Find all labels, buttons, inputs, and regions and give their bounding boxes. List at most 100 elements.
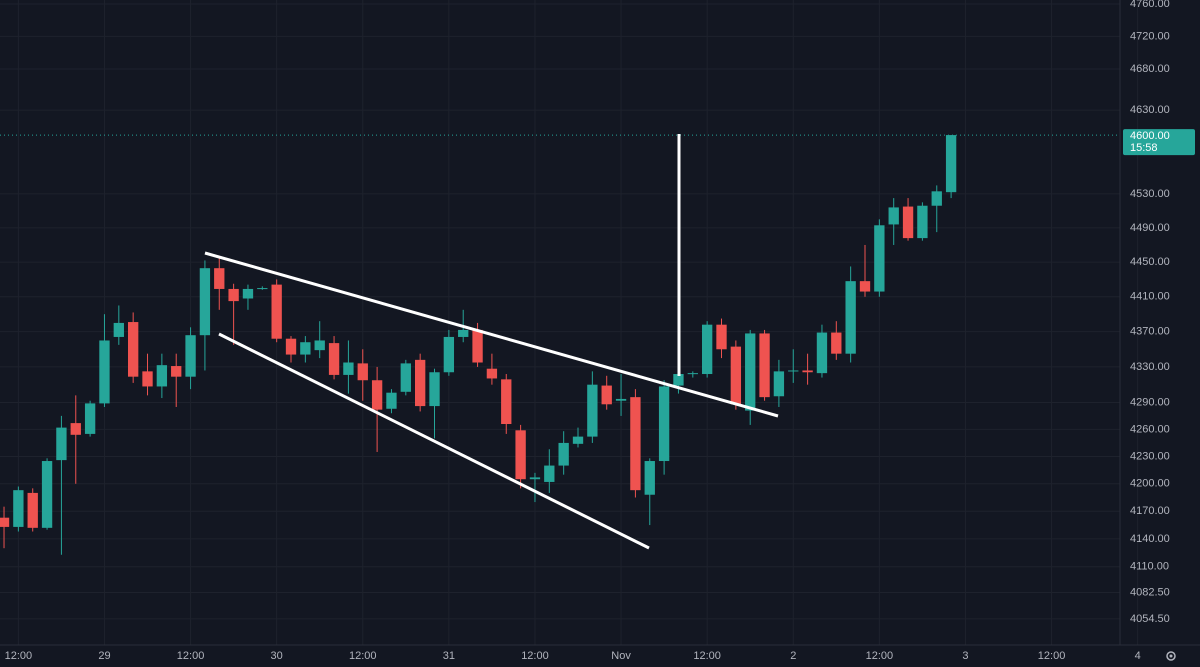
candle-body — [429, 372, 440, 407]
candle-body — [874, 225, 885, 292]
candle-body — [300, 342, 311, 355]
axes: 4760.00 4720.00 4680.00 4630.00 4530.00 4490.… — [5, 0, 1195, 662]
candle-body — [644, 461, 655, 495]
candle-body — [845, 281, 856, 354]
candle-body — [888, 207, 899, 225]
y-tick-label: 4530.00 — [1130, 188, 1170, 200]
candle-body — [214, 268, 225, 289]
candle-body — [285, 338, 297, 355]
candle-body — [113, 322, 124, 337]
candle-body — [99, 340, 110, 404]
candle-body — [400, 363, 411, 392]
candle-body — [357, 363, 368, 381]
trend-line — [218, 332, 650, 550]
candle-body — [41, 461, 53, 528]
candle-body — [128, 322, 139, 377]
y-tick-label: 4720.00 — [1130, 30, 1170, 42]
last-price-label: 4600.00 — [1130, 130, 1170, 142]
candle-body — [343, 362, 354, 375]
candle-body — [472, 329, 483, 363]
candle-body — [0, 517, 10, 527]
x-tick-label: 3 — [962, 650, 968, 662]
candle-body — [544, 465, 555, 482]
candle-body — [13, 490, 24, 527]
settings-icon[interactable] — [1166, 651, 1176, 661]
candle-body — [716, 324, 727, 350]
candle-body — [917, 205, 928, 239]
gear-hub — [1169, 654, 1173, 658]
candle-body — [142, 371, 153, 387]
y-tick-label: 4680.00 — [1130, 63, 1170, 75]
candle-body — [314, 340, 325, 351]
x-tick-label: 12:00 — [521, 650, 549, 662]
x-tick-label: 12:00 — [1038, 650, 1066, 662]
candle-body — [386, 392, 397, 409]
candle-body — [802, 370, 813, 373]
x-tick-label: 29 — [98, 650, 110, 662]
candles — [0, 134, 1120, 555]
candle-body — [56, 427, 67, 461]
y-tick-label: 4330.00 — [1130, 361, 1170, 373]
x-tick-label: 12:00 — [693, 650, 721, 662]
candle-body — [730, 346, 742, 405]
candle-body — [486, 368, 498, 379]
candle-body — [859, 281, 871, 292]
y-tick-label: 4170.00 — [1130, 505, 1170, 517]
candle-body — [816, 332, 828, 374]
candle-body — [443, 336, 455, 373]
candle-body — [572, 436, 584, 444]
candle-body — [501, 379, 512, 425]
countdown-label: 15:58 — [1130, 142, 1158, 154]
last-price-box — [1123, 129, 1195, 156]
candle-body — [242, 288, 254, 299]
candle-body — [831, 332, 842, 354]
candle-body — [271, 284, 282, 339]
y-tick-label: 4054.50 — [1130, 613, 1170, 625]
y-tick-label: 4082.50 — [1130, 586, 1170, 598]
candle-body — [328, 343, 340, 375]
candle-body — [70, 423, 81, 435]
trend-line — [204, 251, 779, 418]
x-tick-label: 12:00 — [349, 650, 377, 662]
candle-body — [701, 324, 713, 375]
candle-body — [687, 373, 698, 375]
candle-body — [199, 268, 211, 336]
y-tick-label: 4630.00 — [1130, 104, 1170, 116]
y-tick-label: 4760.00 — [1130, 0, 1170, 10]
y-tick-label: 4410.00 — [1130, 291, 1170, 303]
x-tick-label: 12:00 — [5, 650, 33, 662]
candle-body — [759, 333, 770, 398]
y-tick-label: 4260.00 — [1130, 423, 1170, 435]
drawings — [204, 134, 779, 550]
candle-body — [185, 335, 196, 377]
x-tick-label: 12:00 — [177, 650, 205, 662]
candle-body — [257, 288, 268, 290]
candle-body — [788, 370, 799, 372]
x-tick-label: 12:00 — [866, 650, 894, 662]
x-tick-label: Nov — [611, 650, 631, 662]
candle-body — [630, 397, 641, 491]
candle-body — [371, 380, 383, 410]
y-tick-label: 4230.00 — [1130, 450, 1170, 462]
candle-body — [773, 371, 785, 397]
candle-body — [156, 365, 168, 387]
candle-body — [931, 191, 942, 206]
x-tick-label: 4 — [1135, 650, 1141, 662]
candle-body — [458, 329, 469, 337]
candle-body — [84, 403, 96, 434]
candle-body — [615, 398, 627, 401]
gear[interactable] — [1166, 651, 1176, 661]
x-tick-label: 2 — [790, 650, 796, 662]
candle-body — [27, 492, 38, 528]
candle-body — [529, 477, 541, 480]
y-tick-label: 4110.00 — [1130, 561, 1169, 573]
y-tick-label: 4200.00 — [1130, 478, 1170, 490]
y-tick-label: 4490.00 — [1130, 222, 1170, 234]
candle-body — [673, 374, 684, 386]
candle-body — [587, 384, 598, 437]
grid — [0, 0, 1139, 645]
candle-body — [601, 385, 612, 405]
candle-body — [745, 333, 756, 411]
candle-body — [558, 442, 569, 466]
